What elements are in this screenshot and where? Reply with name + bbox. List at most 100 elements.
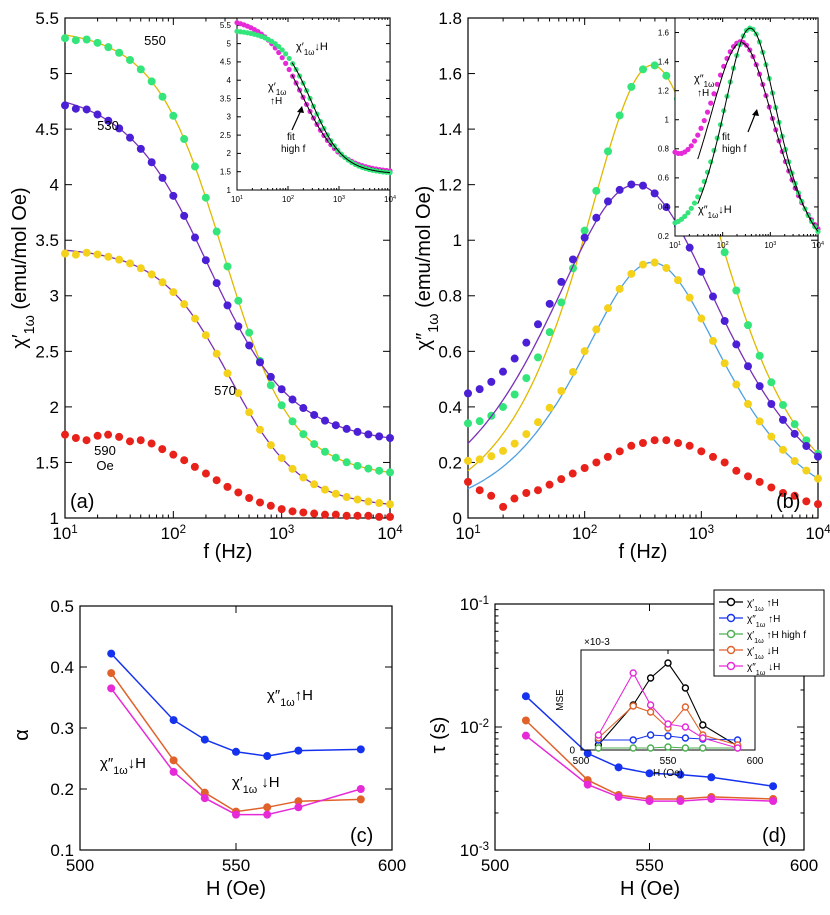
y-tick-label: 1	[227, 186, 232, 195]
annotation-up: χ″1ω↑H	[267, 687, 313, 709]
data-point	[464, 389, 472, 398]
data-point	[310, 410, 319, 419]
x-tick-label: 101	[231, 195, 243, 204]
y-tick-label: 0.4	[658, 203, 670, 212]
y-axis-label: χ″1ω (emu/mol Oe)	[413, 186, 442, 351]
data-point	[93, 110, 102, 119]
data-point	[779, 415, 787, 424]
axes-frame	[64, 17, 391, 519]
x-tick-label: 104	[805, 524, 830, 543]
data-point	[234, 322, 243, 331]
data-point	[321, 447, 329, 456]
data-point	[283, 51, 289, 57]
data-point	[234, 389, 243, 398]
legend-marker	[726, 661, 736, 671]
data-point	[709, 292, 717, 301]
data-point	[200, 794, 209, 803]
inset-label-fit: fit	[722, 132, 730, 143]
data-point	[245, 341, 254, 350]
y-tick-label: 2.5	[220, 131, 232, 140]
data-point	[147, 439, 156, 448]
legend-entry: χ′1ω ↓H	[747, 646, 779, 661]
data-point	[147, 158, 156, 167]
data-point	[510, 439, 519, 448]
y-tick-label: 4.5	[35, 120, 59, 139]
data-point	[580, 464, 589, 472]
x-tick-label: 600	[378, 856, 406, 875]
x-tick-label: 103	[689, 524, 714, 543]
data-point	[71, 250, 80, 259]
y-tick-label: 4.5	[220, 58, 232, 67]
x-tick-label: 102	[572, 524, 597, 543]
data-point	[615, 185, 624, 194]
data-point	[266, 381, 275, 390]
y-tick-label: 1.8	[438, 9, 462, 28]
data-point	[568, 469, 577, 478]
y-tick-label: 5	[50, 65, 59, 84]
data-point	[283, 60, 289, 66]
data-point	[93, 431, 102, 440]
y-tick-label: 2	[50, 398, 59, 417]
data-point	[115, 48, 124, 57]
series-label-550: 550	[144, 33, 166, 48]
data-point	[286, 55, 292, 62]
data-point	[200, 735, 209, 744]
data-point	[650, 258, 659, 267]
data-point	[521, 692, 530, 701]
data-point	[732, 380, 741, 389]
data-point	[557, 386, 566, 395]
x-tick-label: 103	[333, 195, 345, 204]
y-tick-label: 0.2	[438, 453, 462, 472]
data-point	[695, 194, 701, 200]
data-point	[580, 347, 589, 356]
data-point	[682, 213, 688, 219]
panel-c: 500 550 600 0.1 0.2 0.3 0.4 0.5 χ″1ω↑H χ″1ω↓H χ′1ω…	[11, 597, 406, 900]
data-point	[685, 210, 691, 216]
data-point	[697, 447, 706, 456]
data-point	[510, 390, 519, 399]
data-point	[638, 439, 647, 447]
data-point	[364, 464, 373, 473]
data-point	[646, 731, 655, 739]
data-point	[802, 436, 811, 445]
legend-marker	[726, 613, 736, 623]
data-point	[475, 455, 484, 464]
data-point	[375, 432, 384, 441]
data-point	[158, 92, 167, 101]
data-point	[733, 744, 742, 752]
data-point	[356, 745, 365, 754]
data-point	[664, 743, 672, 751]
y-tick-label: 0.4	[50, 658, 74, 677]
data-point	[681, 734, 690, 742]
data-point	[245, 494, 254, 502]
data-point	[288, 395, 297, 404]
data-point	[790, 429, 799, 438]
data-point	[71, 434, 80, 442]
data-point	[245, 408, 254, 417]
data-point	[779, 445, 787, 454]
data-point	[767, 432, 776, 441]
data-point	[676, 797, 685, 806]
data-point	[639, 260, 647, 269]
inset-label-down: χ′1ω↓H	[296, 41, 328, 57]
y-tick-label: 4	[227, 76, 232, 85]
data-point	[627, 269, 636, 278]
y-tick-label: 1.5	[220, 168, 232, 177]
data-point	[569, 367, 577, 376]
data-point	[779, 400, 787, 409]
data-point	[299, 404, 308, 413]
data-point	[342, 424, 351, 433]
x-tick-label: 103	[764, 241, 776, 250]
x-tick-label: 500	[481, 856, 509, 875]
data-point	[276, 44, 282, 50]
data-point	[615, 284, 624, 293]
data-point	[629, 669, 637, 677]
data-point	[521, 716, 530, 725]
data-point	[614, 763, 623, 772]
y-tick-label: 0.4	[438, 398, 462, 417]
data-point	[685, 146, 691, 153]
data-point	[234, 296, 243, 305]
legend-marker	[726, 629, 736, 639]
y-tick-label: 0.2	[658, 232, 670, 241]
data-point	[681, 744, 690, 752]
